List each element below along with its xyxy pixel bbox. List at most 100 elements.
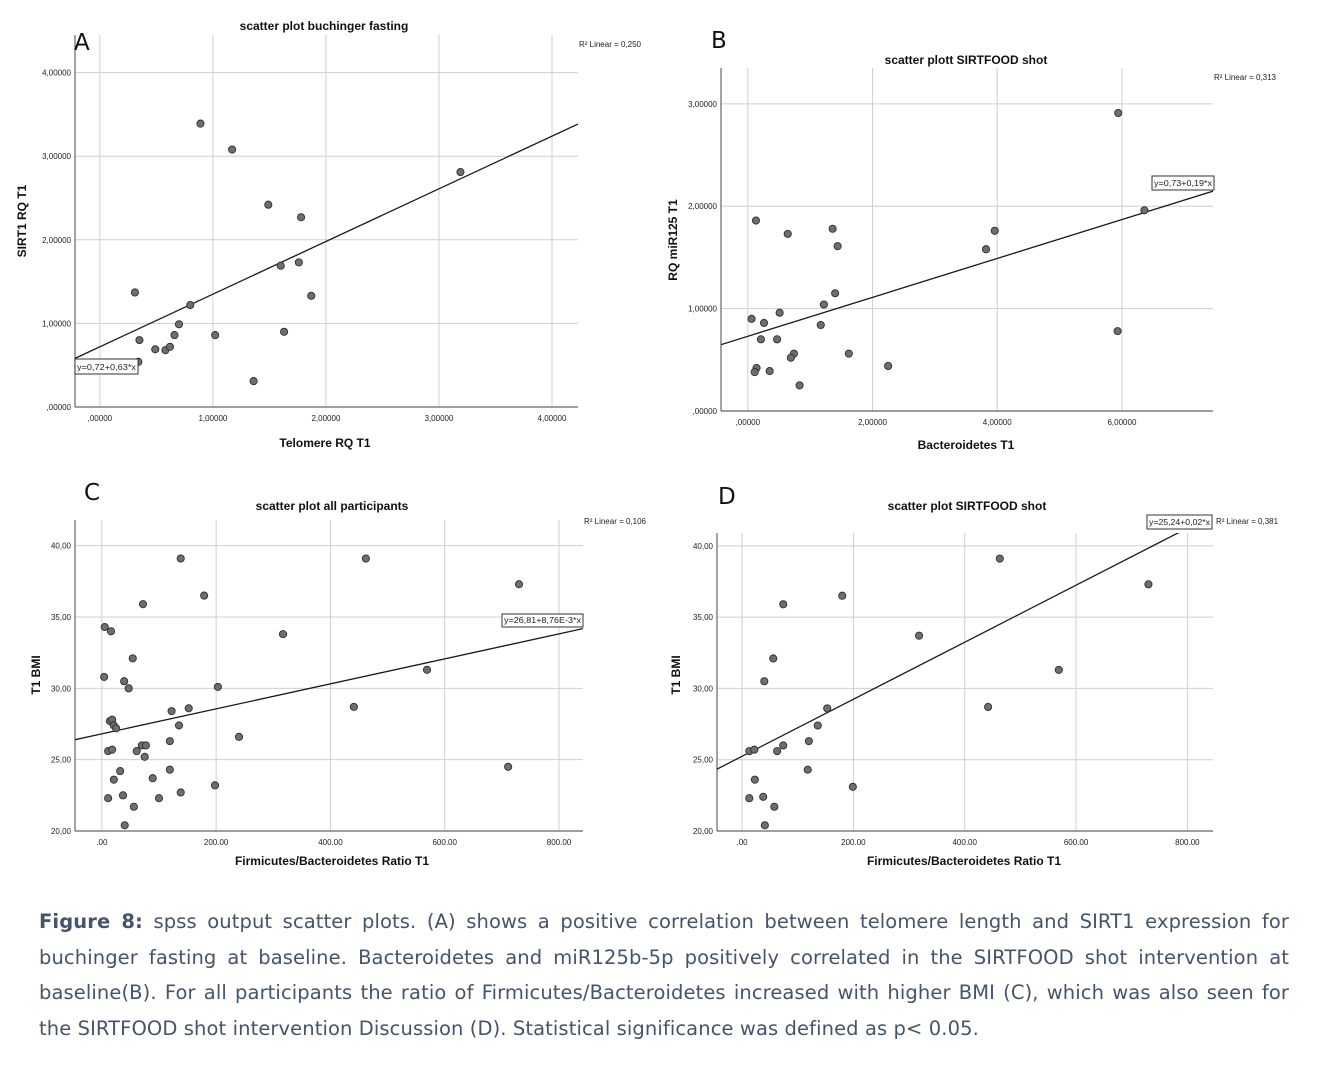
data-point [1113,327,1122,336]
caption-text: spss output scatter plots. (A) shows a p… [39,910,1289,1040]
data-point [750,775,759,784]
data-point [120,677,129,686]
data-point [170,331,179,340]
r2-label: R² Linear = 0,313 [1214,73,1277,82]
data-point [750,745,759,754]
chart-panel-c: .00 200.00 400.00 600.00 800.00 20,00 25,00 30,… [29,480,647,868]
x-tick-label: 600.00 [432,838,457,847]
data-point [773,747,782,756]
data-point [297,213,306,222]
data-point [361,554,370,563]
data-point [422,665,432,674]
y-tick-label: 2,00000 [42,236,71,245]
data-point [213,682,222,691]
data-point [106,627,116,636]
y-tick-label: 40,00 [51,542,72,551]
x-tick-label: 2,00000 [858,418,887,427]
equation-box [1151,175,1215,191]
data-point [915,631,924,640]
data-point [186,300,195,310]
data-point [783,229,792,238]
data-point [984,702,993,712]
x-tick-label: .00 [736,838,748,847]
equation-label: y=26,81+8,76E-3*x [504,616,581,625]
data-point [151,345,160,354]
y-tick-label: 25,00 [693,756,714,765]
y-tick-label: 25,00 [51,756,72,765]
data-point [514,580,524,589]
data-point [828,224,837,233]
chart-panel-b: ,00000 2,00000 4,00000 6,00000 ,00000 1,00000… [666,28,1277,452]
data-point [165,342,174,351]
data-point [833,242,842,251]
data-point [884,361,893,370]
data-point [148,774,157,783]
data-point [100,622,109,632]
data-point [165,765,174,774]
data-point [844,349,853,358]
x-axis-label: Telomere RQ T1 [279,436,370,450]
y-tick-label: 3,00000 [688,100,717,109]
data-point [129,802,138,811]
x-axis-label: Bacteroidetes T1 [918,438,1015,452]
y-axis-label: T1 BMI [29,655,43,694]
chart-panel-a: ,00000 1,00000 2,00000 3,00000 4,00000 ,00000… [15,19,642,450]
data-point [795,381,804,390]
data-point [176,554,185,563]
data-point [786,353,795,362]
equation-box [1146,514,1213,530]
y-tick-label: 20,00 [51,827,72,836]
y-tick-label: 1,00000 [42,319,71,328]
chart-title: scatter plot all participants [256,499,409,513]
data-point [759,792,768,801]
data-point [124,684,133,693]
data-point [775,308,784,317]
equation-label: y=0,72+0,63*x [77,363,136,372]
chart-panel-d: .00 200.00 400.00 600.00 800.00 20,00 25,00 30,… [669,484,1279,868]
data-point [294,258,303,267]
data-point [112,724,121,733]
data-point [120,821,129,830]
data-point [1140,206,1149,215]
r2-label: R² Linear = 0,106 [584,517,647,526]
data-point [196,119,205,128]
y-tick-label: 30,00 [51,684,72,693]
data-point [803,765,812,774]
panel-letter: B [711,28,727,54]
data-point [109,775,118,784]
data-point [140,752,149,761]
x-tick-label: 2,00000 [311,414,340,423]
x-axis-label: Firmicutes/Bacteroidetes Ratio T1 [235,854,429,868]
data-point [831,289,840,298]
data-point [779,600,788,609]
x-tick-label: 4,00000 [538,414,567,423]
data-point [118,791,128,800]
data-point [769,654,778,663]
data-point [138,600,148,609]
x-axis-label: Firmicutes/Bacteroidetes Ratio T1 [867,854,1061,868]
y-tick-label: 30,00 [693,684,714,693]
panel-letter: C [84,480,100,506]
data-point [154,794,164,803]
data-point [141,741,150,750]
y-tick-label: 35,00 [51,613,72,622]
data-point [135,336,144,345]
data-point [174,320,184,329]
chart-title: scatter plot buchinger fasting [240,19,409,33]
data-point [756,335,765,344]
y-tick-label: ,00000 [47,403,72,412]
data-point [234,732,244,741]
y-axis-label: SIRT1 RQ T1 [15,184,29,257]
x-tick-label: .00 [96,838,108,847]
fit-line [721,190,1213,346]
data-point [760,677,769,686]
data-point [504,762,513,771]
data-point [990,226,999,235]
y-tick-label: 20,00 [693,827,714,836]
panel-letter: D [718,484,736,510]
data-point [130,288,139,297]
x-tick-label: 400.00 [318,838,343,847]
data-point [1054,665,1063,674]
data-point [264,200,273,209]
data-point [759,318,769,327]
